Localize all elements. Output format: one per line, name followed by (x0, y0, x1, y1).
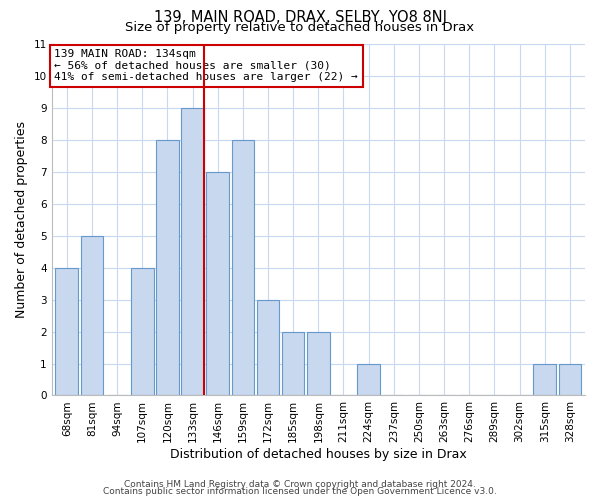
Text: 139, MAIN ROAD, DRAX, SELBY, YO8 8NJ: 139, MAIN ROAD, DRAX, SELBY, YO8 8NJ (154, 10, 446, 25)
Text: 139 MAIN ROAD: 134sqm
← 56% of detached houses are smaller (30)
41% of semi-deta: 139 MAIN ROAD: 134sqm ← 56% of detached … (55, 50, 358, 82)
Y-axis label: Number of detached properties: Number of detached properties (15, 121, 28, 318)
Bar (282, 332, 304, 396)
Bar (232, 140, 254, 396)
Bar (559, 364, 581, 396)
Bar (307, 332, 329, 396)
Bar (358, 364, 380, 396)
Text: Contains HM Land Registry data © Crown copyright and database right 2024.: Contains HM Land Registry data © Crown c… (124, 480, 476, 489)
Text: Contains public sector information licensed under the Open Government Licence v3: Contains public sector information licen… (103, 487, 497, 496)
Text: Size of property relative to detached houses in Drax: Size of property relative to detached ho… (125, 21, 475, 34)
Bar (131, 268, 154, 396)
Bar (257, 300, 280, 396)
Bar (55, 268, 78, 396)
Bar (80, 236, 103, 396)
Bar (156, 140, 179, 396)
Bar (181, 108, 204, 396)
Bar (206, 172, 229, 396)
Bar (533, 364, 556, 396)
X-axis label: Distribution of detached houses by size in Drax: Distribution of detached houses by size … (170, 448, 467, 461)
